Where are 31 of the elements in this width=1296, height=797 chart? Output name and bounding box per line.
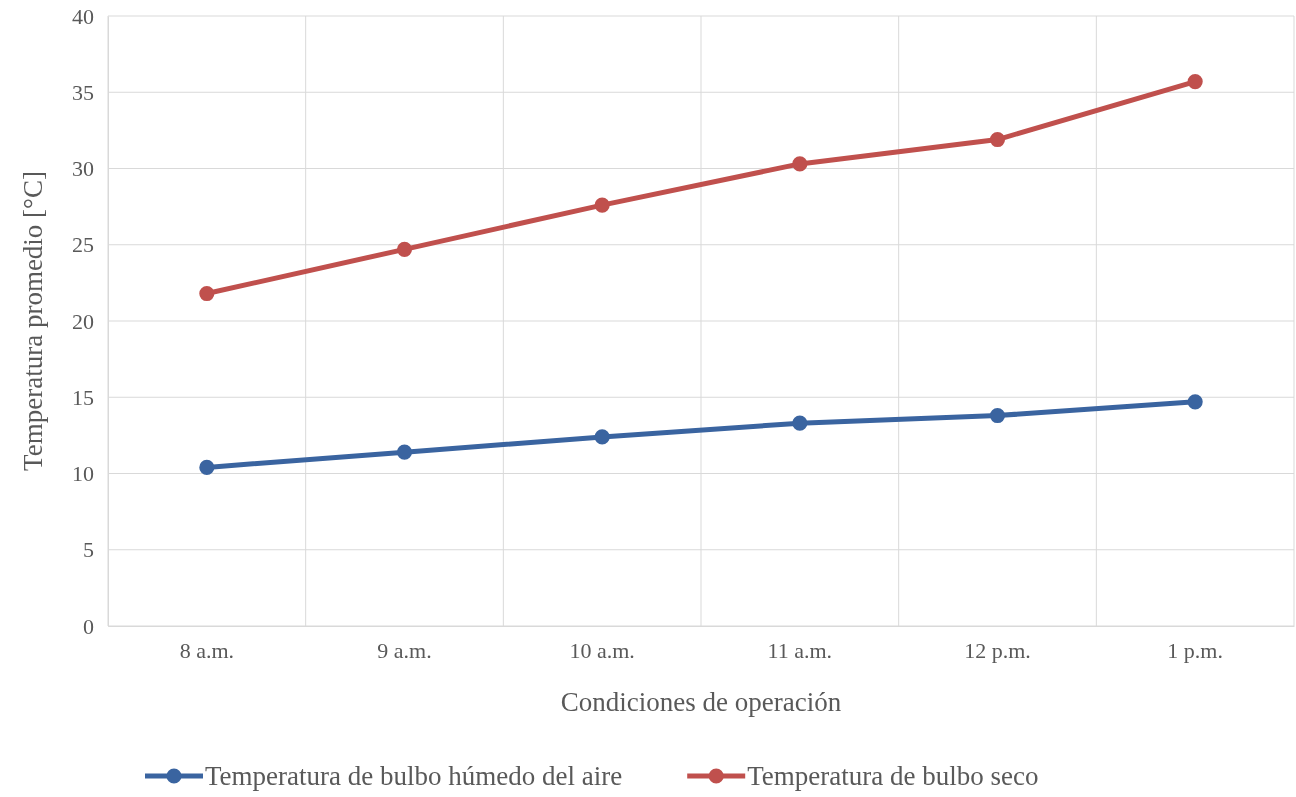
x-tick-label: 12 p.m. — [964, 637, 1031, 663]
point — [1187, 74, 1203, 90]
x-tick-label: 9 a.m. — [377, 637, 432, 663]
point — [792, 156, 808, 172]
point — [396, 444, 413, 460]
y-tick-label: 30 — [72, 156, 94, 182]
point — [199, 286, 215, 302]
y-tick-label: 0 — [83, 613, 94, 639]
point — [989, 408, 1006, 424]
y-tick-label: 5 — [83, 537, 94, 563]
point — [594, 197, 610, 213]
point — [594, 429, 610, 445]
legend-label: Temperatura de bulbo húmedo del aire — [205, 761, 623, 791]
point — [989, 131, 1006, 148]
legend-label: Temperatura de bulbo seco — [747, 761, 1039, 791]
x-axis-title: Condiciones de operación — [560, 687, 842, 717]
point — [1187, 394, 1203, 410]
y-tick-label: 40 — [72, 3, 94, 29]
x-tick-label: 11 a.m. — [767, 637, 833, 663]
point — [199, 459, 215, 475]
y-tick-label: 10 — [72, 461, 94, 487]
y-tick-label: 35 — [72, 79, 94, 105]
y-tick-label: 25 — [72, 232, 94, 258]
y-axis-title: Temperatura promedio [°C] — [18, 171, 48, 471]
point — [396, 241, 413, 257]
y-tick-label: 15 — [72, 384, 94, 410]
x-tick-label: 8 a.m. — [179, 637, 235, 663]
y-tick-label: 20 — [72, 308, 94, 334]
point — [792, 415, 808, 431]
x-tick-label: 10 a.m. — [569, 637, 635, 663]
x-tick-label: 1 p.m. — [1167, 637, 1223, 663]
